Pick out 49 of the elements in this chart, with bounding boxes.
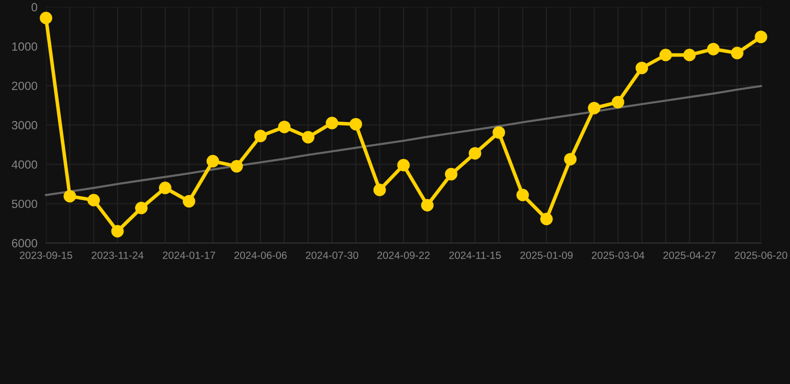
- point: [683, 48, 696, 62]
- point: [421, 198, 434, 212]
- point: [659, 48, 672, 62]
- x-tick-label: 2024-09-22: [377, 252, 430, 259]
- point: [730, 46, 744, 60]
- point: [373, 184, 386, 196]
- point: [87, 194, 100, 206]
- point: [516, 188, 529, 202]
- point: [158, 182, 172, 194]
- point: [492, 126, 506, 139]
- x-tick-label: 2023-09-15: [20, 252, 72, 259]
- y-tick-label: 5000: [12, 200, 38, 208]
- point: [135, 202, 148, 214]
- point: [468, 147, 482, 160]
- x-tick-label: 2025-04-27: [663, 252, 716, 259]
- x-tick-label: 2024-11-15: [449, 252, 501, 259]
- point: [326, 116, 338, 130]
- x-tick-label: 2025-03-04: [592, 252, 644, 259]
- y-tick-label: 2000: [12, 82, 38, 90]
- point: [444, 168, 458, 180]
- x-tick-label: 2025-01-09: [520, 252, 573, 259]
- point: [397, 158, 410, 172]
- point: [564, 152, 577, 166]
- point: [707, 42, 720, 56]
- y-tick-label: 4000: [12, 160, 38, 169]
- point: [206, 154, 220, 168]
- x-tick-label: 2024-01-17: [162, 252, 216, 259]
- point: [636, 62, 648, 74]
- point: [350, 118, 362, 130]
- point: [612, 96, 624, 108]
- point: [40, 12, 52, 24]
- x-tick-label: 2023-11-24: [92, 252, 144, 259]
- point: [278, 120, 291, 134]
- point: [111, 224, 124, 238]
- point: [588, 102, 600, 114]
- y-tick-label: 3000: [12, 121, 38, 130]
- point: [302, 130, 314, 144]
- point: [230, 160, 243, 173]
- point: [540, 212, 553, 226]
- y-tick-label: 6000: [12, 239, 38, 248]
- y-tick-label: 0: [32, 3, 38, 12]
- y-tick-label: 1000: [12, 42, 38, 51]
- x-tick-label: 2025-06-20: [734, 252, 788, 259]
- x-tick-label: 2024-07-30: [306, 252, 358, 259]
- point: [754, 30, 768, 44]
- point: [182, 195, 196, 208]
- point: [64, 190, 76, 202]
- point: [254, 130, 267, 142]
- x-tick-label: 2024-06-06: [234, 252, 287, 259]
